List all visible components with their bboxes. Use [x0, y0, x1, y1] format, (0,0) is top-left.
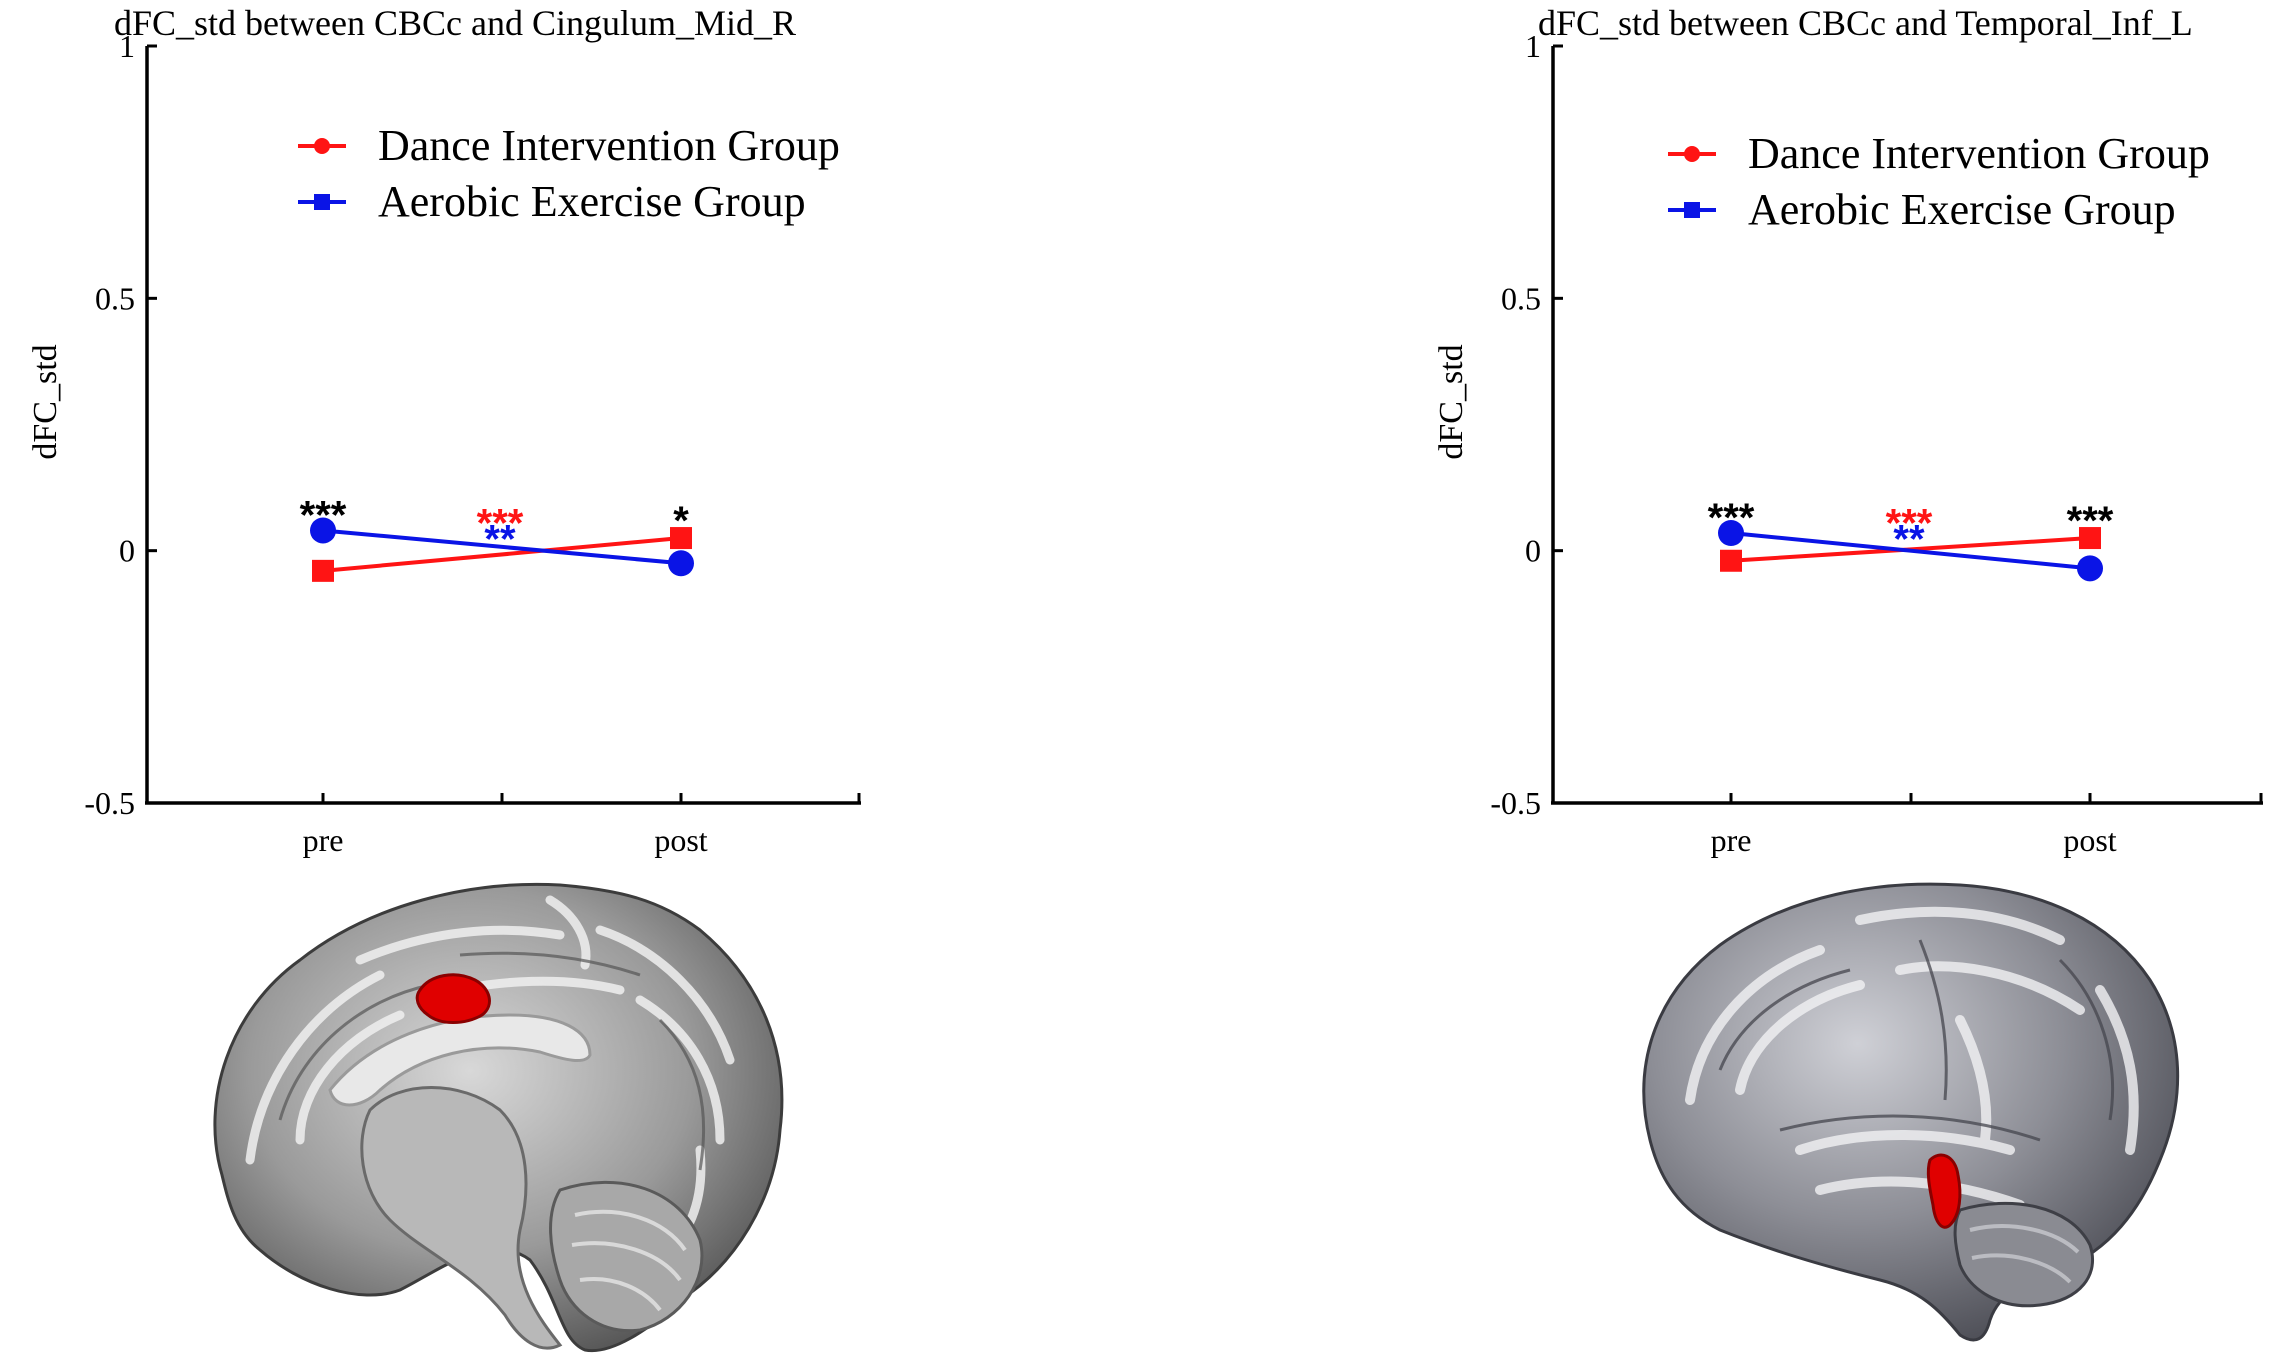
- y-tick-label: 1: [1525, 28, 1541, 64]
- chart-title: dFC_std between CBCc and Cingulum_Mid_R: [114, 3, 796, 43]
- data-point: [1718, 520, 1744, 547]
- data-point: [310, 517, 336, 544]
- x-tick-label: pre: [1711, 822, 1752, 858]
- significance-layer: *** ******: [300, 493, 690, 561]
- legend: Dance Intervention Group Aerobic Exercise…: [1668, 129, 2210, 234]
- x-tick-label: post: [2063, 822, 2116, 858]
- x-tick-label: post: [654, 822, 707, 858]
- legend-marker: [1684, 146, 1700, 162]
- y-tick-label: 0: [1525, 533, 1541, 569]
- legend-label: Dance Intervention Group: [1748, 129, 2210, 178]
- legend-marker: [1684, 202, 1700, 218]
- y-tick-label: -0.5: [1490, 785, 1541, 821]
- y-axis-label: dFC_std: [27, 344, 64, 459]
- significance-mark: **: [1893, 518, 1925, 562]
- series-layer: [1718, 520, 2103, 582]
- data-point: [2079, 527, 2101, 550]
- data-point: [670, 527, 692, 550]
- brain-lateral-image: [1642, 882, 2180, 1342]
- y-tick-label: 0.5: [95, 280, 135, 316]
- significance-mark: ***: [477, 502, 524, 546]
- series-line: [322, 528, 682, 566]
- chart-title: dFC_std between CBCc and Temporal_Inf_L: [1538, 3, 2193, 43]
- significance-mark: ***: [1886, 502, 1933, 546]
- y-ticks: -0.5 0 0.5 1: [1490, 28, 1563, 821]
- legend-marker: [314, 138, 330, 154]
- data-point: [1720, 549, 1742, 572]
- legend-label: Dance Intervention Group: [378, 121, 840, 170]
- significance-mark: ***: [1708, 496, 1755, 540]
- legend-label: Aerobic Exercise Group: [378, 177, 806, 226]
- y-ticks: -0.5 0 0.5 1: [84, 28, 157, 821]
- brain-sagittal-image: [213, 882, 784, 1353]
- highlight-region-cingulum: [415, 973, 491, 1024]
- significance-mark: ***: [2067, 499, 2114, 543]
- legend-marker: [314, 194, 330, 210]
- significance-mark: **: [484, 518, 516, 562]
- significance-mark: *: [673, 499, 689, 543]
- significance-mark: ***: [300, 493, 347, 537]
- x-ticks: pre post: [303, 793, 861, 858]
- x-ticks: pre post: [1711, 793, 2263, 858]
- highlight-region-temporal: [1926, 1153, 1962, 1229]
- data-point: [2077, 555, 2103, 582]
- series-line: [1730, 531, 2091, 571]
- series-layer: [310, 517, 694, 582]
- x-tick-label: pre: [303, 822, 344, 858]
- legend-label: Aerobic Exercise Group: [1748, 185, 2176, 234]
- series-line: [322, 536, 682, 573]
- y-tick-label: 0.5: [1501, 280, 1541, 316]
- legend: Dance Intervention Group Aerobic Exercise…: [298, 121, 840, 226]
- data-point: [668, 550, 694, 577]
- data-point: [312, 559, 334, 582]
- chart-panel-left: dFC_std between CBCc and Cingulum_Mid_R …: [27, 3, 861, 858]
- y-tick-label: 0: [119, 533, 135, 569]
- significance-layer: *** ********: [1708, 496, 2114, 562]
- y-tick-label: -0.5: [84, 785, 135, 821]
- y-tick-label: 1: [119, 28, 135, 64]
- chart-panel-right: dFC_std between CBCc and Temporal_Inf_L …: [1433, 3, 2263, 858]
- y-axis-label: dFC_std: [1433, 344, 1470, 459]
